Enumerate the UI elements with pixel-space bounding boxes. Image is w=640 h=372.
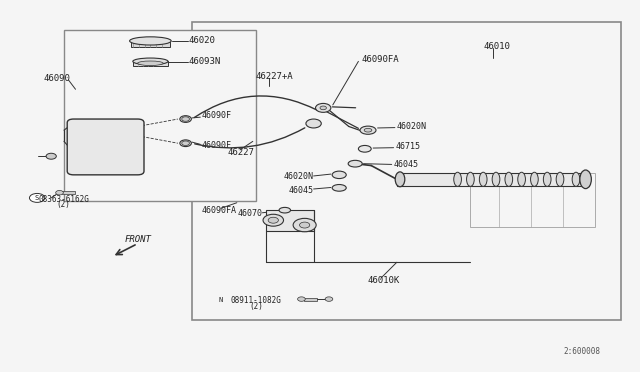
Bar [192,22,621,320]
Circle shape [56,190,63,195]
Text: 46715: 46715 [396,142,420,151]
Text: 2:600008: 2:600008 [563,347,600,356]
Circle shape [182,117,189,121]
Text: 46045: 46045 [289,186,314,195]
Ellipse shape [332,185,346,191]
Ellipse shape [492,172,500,186]
Ellipse shape [279,208,291,213]
Ellipse shape [518,172,525,186]
Text: 46010K: 46010K [368,276,400,285]
Ellipse shape [572,172,580,186]
Ellipse shape [358,145,371,152]
Circle shape [306,119,321,128]
Circle shape [29,193,45,202]
Ellipse shape [580,170,591,189]
Circle shape [268,217,278,223]
Text: 46020: 46020 [189,36,216,45]
Ellipse shape [360,126,376,134]
Circle shape [300,222,310,228]
Text: 46090F: 46090F [202,141,232,150]
Text: 46010: 46010 [483,42,510,51]
Text: 08363-6162G: 08363-6162G [38,195,89,203]
Ellipse shape [180,140,191,147]
Text: N: N [219,297,223,303]
Text: (2): (2) [56,200,70,209]
Ellipse shape [332,171,346,179]
Circle shape [213,296,228,305]
Text: 46090F: 46090F [202,111,232,120]
Text: 46090FA: 46090FA [202,206,237,215]
Ellipse shape [129,37,172,45]
Bar [131,41,170,46]
Ellipse shape [467,172,474,186]
Bar [470,173,595,227]
Text: 46090: 46090 [44,74,70,83]
Text: 46020N: 46020N [397,122,427,131]
Ellipse shape [133,58,168,65]
Ellipse shape [364,128,372,132]
Bar [266,210,314,231]
Circle shape [325,297,333,301]
Circle shape [182,141,189,145]
Circle shape [293,218,316,232]
Text: 46070: 46070 [237,209,262,218]
Ellipse shape [454,172,461,186]
Bar [304,298,317,301]
Ellipse shape [479,172,487,186]
Text: 46227: 46227 [227,148,254,157]
FancyBboxPatch shape [67,119,144,175]
Ellipse shape [138,61,163,65]
Text: 08911-1082G: 08911-1082G [230,296,281,305]
Circle shape [316,103,331,112]
Bar [62,191,75,194]
Text: 46020N: 46020N [284,172,314,181]
Ellipse shape [531,172,538,186]
Text: 46093N: 46093N [189,57,221,66]
Text: 46227+A: 46227+A [256,72,294,81]
Text: S: S [35,195,39,201]
Circle shape [263,214,284,226]
Ellipse shape [396,172,405,187]
Ellipse shape [543,172,551,186]
Ellipse shape [180,116,191,122]
Bar [397,173,589,186]
Circle shape [320,106,326,110]
Ellipse shape [556,172,564,186]
Circle shape [298,297,305,301]
Bar [133,61,168,66]
Bar [64,30,256,201]
Text: (2): (2) [250,302,264,311]
Text: 46090FA: 46090FA [362,55,399,64]
Ellipse shape [505,172,513,186]
Text: 46045: 46045 [394,160,419,169]
Text: FRONT: FRONT [124,235,151,244]
Ellipse shape [348,160,362,167]
Circle shape [46,153,56,159]
